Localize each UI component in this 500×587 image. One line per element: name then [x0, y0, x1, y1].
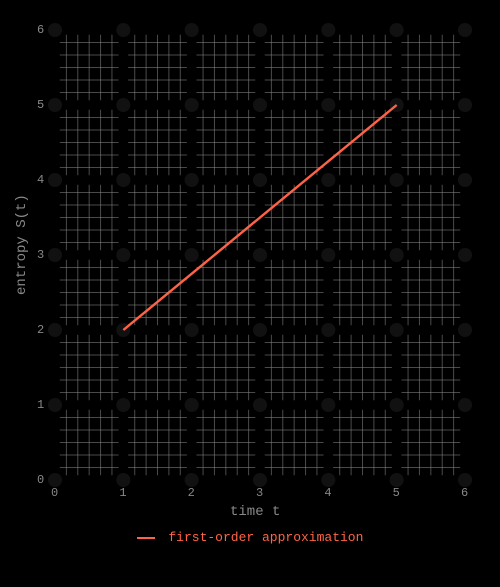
- y-tick-label: 5: [37, 98, 44, 112]
- chart-svg: [0, 0, 500, 500]
- y-tick-label: 3: [37, 248, 44, 262]
- x-axis-label: time t: [230, 504, 280, 520]
- x-tick-label: 2: [188, 486, 195, 500]
- x-tick-label: 6: [461, 486, 468, 500]
- x-tick-label: 4: [324, 486, 331, 500]
- legend: first-order approximation: [0, 530, 500, 545]
- y-tick-label: 0: [37, 473, 44, 487]
- x-tick-label: 1: [119, 486, 126, 500]
- y-tick-label: 1: [37, 398, 44, 412]
- x-tick-label: 5: [393, 486, 400, 500]
- y-axis-label: entropy S(t): [14, 194, 30, 295]
- y-tick-label: 6: [37, 23, 44, 37]
- legend-line-icon: [137, 537, 155, 539]
- entropy-chart: time t entropy S(t) first-order approxim…: [0, 0, 500, 500]
- y-tick-label: 4: [37, 173, 44, 187]
- legend-label: first-order approximation: [168, 530, 363, 545]
- x-tick-label: 0: [51, 486, 58, 500]
- x-tick-label: 3: [256, 486, 263, 500]
- y-tick-label: 2: [37, 323, 44, 337]
